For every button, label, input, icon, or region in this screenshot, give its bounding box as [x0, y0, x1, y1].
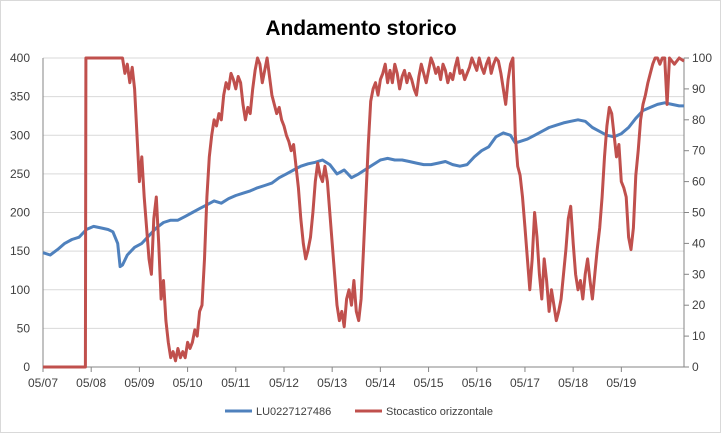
x-tick-label: 05/12 [269, 376, 299, 390]
series-lines [42, 56, 685, 369]
right-tick-label: 100 [692, 51, 712, 65]
left-tick-label: 100 [10, 283, 30, 297]
right-tick-label: 80 [692, 113, 706, 127]
left-tick-label: 400 [10, 51, 30, 65]
gridlines [43, 57, 684, 368]
left-tick-label: 50 [17, 321, 31, 335]
right-axis-tick-labels: 0 10 20 30 40 50 60 70 80 90 100 [692, 51, 712, 374]
right-tick-label: 20 [692, 298, 706, 312]
right-tick-label: 40 [692, 236, 706, 250]
right-tick-label: 70 [692, 144, 706, 158]
left-tick-label: 300 [10, 128, 30, 142]
x-tick-label: 05/18 [558, 376, 588, 390]
x-tick-label: 05/11 [221, 376, 250, 390]
x-tick-label: 05/17 [510, 376, 540, 390]
x-axis-tick-labels: 05/07 05/08 05/09 05/10 05/11 05/12 05/13 05/14… [28, 367, 637, 390]
x-tick-label: 05/14 [365, 376, 395, 390]
left-tick-label: 350 [10, 90, 30, 104]
right-tick-label: 60 [692, 175, 706, 189]
x-tick-label: 05/19 [606, 376, 636, 390]
x-tick-label: 05/15 [414, 376, 444, 390]
x-tick-label: 05/09 [124, 376, 154, 390]
x-tick-label: 05/13 [317, 376, 347, 390]
x-tick-label: 05/08 [76, 376, 106, 390]
legend-label-stocastico: Stocastico orizzontale [386, 406, 493, 418]
left-tick-label: 250 [10, 167, 30, 181]
chart-title: Andamento storico [265, 17, 456, 40]
left-tick-label: 150 [10, 244, 30, 258]
right-tick-label: 90 [692, 82, 706, 96]
series-line-0 [42, 101, 684, 269]
right-tick-label: 50 [692, 206, 706, 220]
x-tick-label: 05/16 [462, 376, 492, 390]
left-tick-label: 200 [10, 206, 30, 220]
axes [42, 57, 689, 368]
left-axis-tick-labels: 0 50 100 150 200 250 300 350 400 [10, 51, 30, 374]
legend-label-lu0227127486: LU0227127486 [256, 406, 331, 418]
x-tick-label: 05/10 [173, 376, 203, 390]
right-tick-label: 0 [692, 360, 699, 374]
left-tick-label: 0 [23, 360, 30, 374]
right-tick-label: 10 [692, 329, 706, 343]
right-tick-label: 30 [692, 267, 706, 281]
legend: LU0227127486 Stocastico orizzontale [225, 406, 493, 418]
series-line-1 [43, 56, 685, 369]
x-tick-label: 05/07 [28, 376, 58, 390]
